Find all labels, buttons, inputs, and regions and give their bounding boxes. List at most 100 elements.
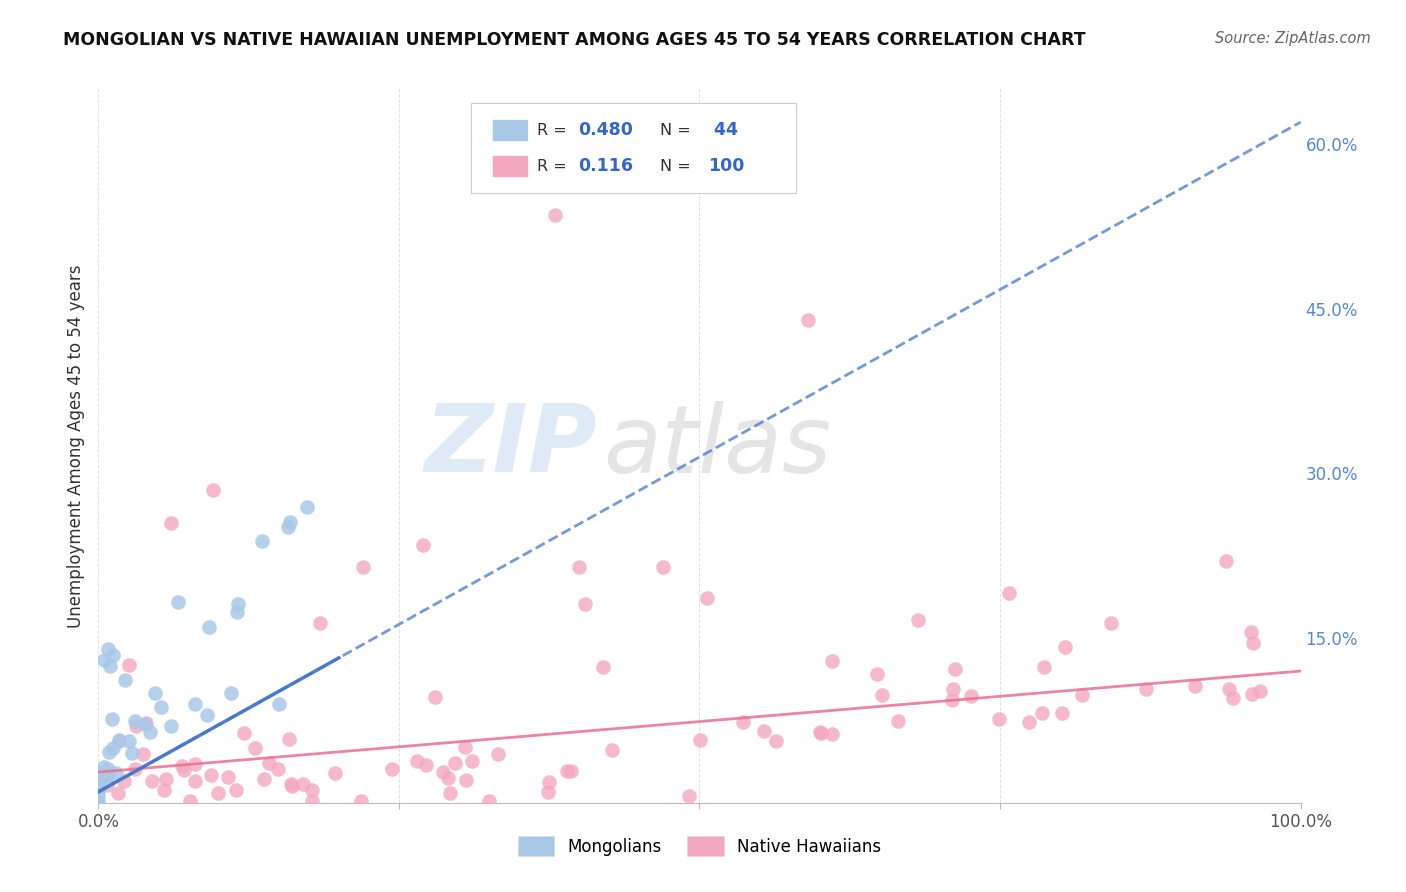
Point — [696, 591, 718, 606]
Point — [243, 741, 266, 756]
Point — [423, 690, 446, 705]
Point — [87, 796, 110, 810]
Point — [456, 772, 478, 787]
Point — [942, 681, 965, 696]
Point — [179, 794, 201, 808]
Point — [1135, 681, 1157, 696]
Point — [114, 673, 136, 688]
Point — [159, 719, 181, 733]
Point — [97, 642, 120, 657]
Point — [112, 773, 135, 788]
Point — [93, 653, 115, 667]
Point — [97, 745, 120, 759]
Point — [96, 769, 118, 783]
Point — [172, 758, 194, 772]
Point — [870, 689, 893, 703]
Point — [183, 697, 205, 711]
Point — [153, 783, 176, 797]
Point — [555, 764, 578, 778]
Text: 0.116: 0.116 — [578, 157, 633, 175]
FancyBboxPatch shape — [471, 103, 796, 193]
Text: N =: N = — [659, 159, 696, 174]
Point — [201, 483, 224, 497]
Point — [412, 538, 434, 552]
Point — [117, 658, 139, 673]
Text: N =: N = — [659, 122, 696, 137]
Point — [101, 713, 124, 727]
Point — [233, 726, 256, 740]
Point — [1222, 691, 1244, 706]
Point — [121, 747, 143, 761]
Legend: Mongolians, Native Hawaiians: Mongolians, Native Hawaiians — [512, 830, 887, 863]
Point — [1249, 683, 1271, 698]
Point — [432, 764, 454, 779]
Point — [1241, 636, 1264, 650]
Point — [1099, 616, 1122, 631]
Text: 0.480: 0.480 — [578, 121, 633, 139]
Point — [295, 500, 318, 514]
Point — [600, 742, 623, 756]
Point — [257, 756, 280, 771]
Point — [574, 598, 596, 612]
Point — [125, 719, 148, 733]
Point — [808, 724, 831, 739]
Point — [323, 765, 346, 780]
Point — [252, 534, 274, 549]
Point — [184, 773, 207, 788]
Point — [90, 777, 112, 791]
Point — [820, 654, 842, 668]
Point — [280, 777, 302, 791]
Point — [97, 767, 120, 781]
Point — [108, 733, 131, 747]
Point — [228, 597, 250, 611]
Point — [139, 724, 162, 739]
Point — [988, 712, 1011, 726]
Point — [207, 786, 229, 800]
Point — [167, 595, 190, 609]
Point — [301, 783, 323, 797]
Point — [219, 686, 242, 700]
Point — [198, 619, 221, 633]
Point — [308, 615, 330, 630]
Point — [277, 519, 299, 533]
Point — [97, 762, 120, 776]
Point — [87, 766, 110, 780]
Point — [184, 756, 207, 771]
Point — [907, 613, 929, 627]
Text: 44: 44 — [707, 121, 738, 139]
Point — [943, 662, 966, 676]
Point — [155, 772, 177, 786]
Point — [752, 723, 775, 738]
Point — [253, 772, 276, 787]
Point — [141, 773, 163, 788]
Bar — [492, 120, 527, 141]
Point — [159, 516, 181, 530]
Point — [280, 779, 302, 793]
Point — [87, 783, 110, 797]
Point — [415, 758, 437, 772]
Text: R =: R = — [537, 122, 572, 137]
Point — [486, 747, 509, 761]
Point — [810, 726, 832, 740]
Point — [1031, 706, 1053, 721]
Point — [87, 785, 110, 799]
Point — [1240, 624, 1263, 639]
Point — [267, 697, 290, 711]
Point — [765, 734, 787, 748]
Point — [87, 796, 110, 810]
Text: MONGOLIAN VS NATIVE HAWAIIAN UNEMPLOYMENT AMONG AGES 45 TO 54 YEARS CORRELATION : MONGOLIAN VS NATIVE HAWAIIAN UNEMPLOYMEN… — [63, 31, 1085, 49]
Point — [143, 686, 166, 700]
Point — [461, 754, 484, 768]
Point — [350, 794, 373, 808]
Point — [887, 714, 910, 728]
Point — [1053, 640, 1076, 654]
Point — [592, 660, 614, 674]
Point — [537, 785, 560, 799]
Point — [149, 700, 172, 714]
Point — [437, 771, 460, 785]
Point — [87, 796, 110, 810]
Point — [107, 786, 129, 800]
Point — [406, 755, 429, 769]
Point — [1033, 660, 1056, 674]
Point — [866, 667, 889, 681]
